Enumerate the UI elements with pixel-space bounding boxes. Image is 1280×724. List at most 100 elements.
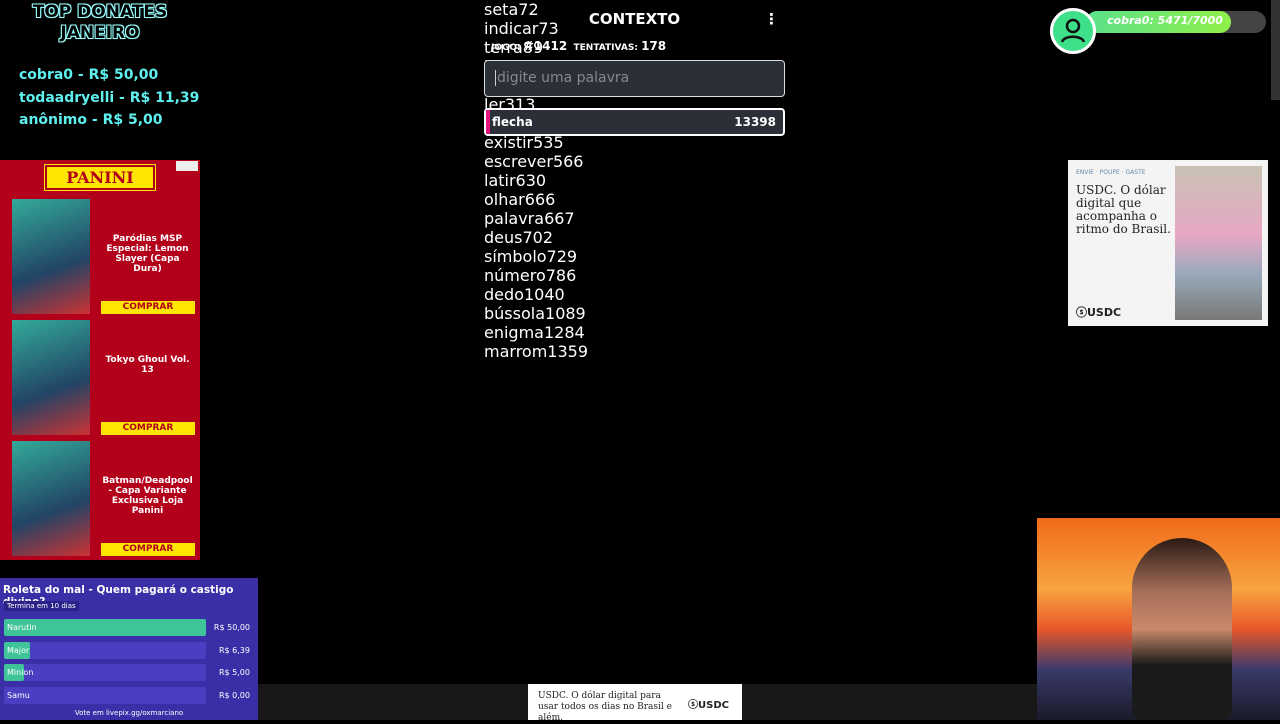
option-amount: R$ 50,00 — [213, 623, 250, 632]
word: bússola — [484, 304, 546, 323]
brand: PANINI — [44, 164, 156, 191]
ad-logo: ⓢUSDC — [1076, 306, 1122, 319]
webcam — [1037, 518, 1280, 720]
game-title: CONTEXTO — [588, 10, 681, 28]
rank: 1284 — [543, 323, 585, 342]
word: deus — [484, 228, 523, 247]
avatar — [1050, 8, 1096, 54]
attempts: 178 — [641, 39, 667, 53]
logo-text: USDC — [698, 700, 729, 711]
word: dedo — [484, 285, 524, 304]
guess-row: palavra667 — [484, 209, 785, 228]
title-line: JANEIRO — [60, 23, 140, 43]
guess-row: seta72 — [484, 0, 785, 19]
poll-track — [4, 664, 206, 681]
word: marrom — [484, 342, 548, 361]
poll-option: Major R$ 6,39 — [4, 641, 250, 659]
poll: Roleta do mal - Quem pagará o castigo di… — [0, 578, 258, 720]
guess-row: escrever566 — [484, 152, 785, 171]
guess-row: terra89 — [484, 38, 785, 57]
goal-text: cobra0: 5471/7000 — [1107, 14, 1223, 27]
word: olhar — [484, 190, 525, 209]
rank: 1040 — [523, 285, 565, 304]
rank: 786 — [545, 266, 577, 285]
guess-row: existir535 — [484, 133, 785, 152]
product-name: Batman/Deadpool - Capa Variante Exclusiv… — [102, 476, 193, 516]
rank: 73 — [538, 19, 559, 38]
product: Batman/Deadpool - Capa Variante Exclusiv… — [12, 441, 195, 556]
buy-button[interactable]: COMPRAR — [101, 422, 195, 435]
word: símbolo — [484, 247, 547, 266]
donate-entry: cobra0 - R$ 50,00 — [19, 67, 159, 83]
guess-row: marrom1359 — [484, 342, 785, 361]
donates-title: TOP DONATES JANEIRO — [0, 2, 200, 44]
guess-list: seta72indicar73terra89letra264placa278le… — [484, 0, 785, 361]
word: existir — [484, 133, 534, 152]
game-number: #1412 — [523, 39, 568, 53]
poll-footer: Vote em livepix.gg/oxmarciano — [74, 709, 184, 717]
bottom-ad[interactable]: USDC. O dólar digital para usar todos os… — [528, 684, 742, 723]
word: escrever — [484, 152, 553, 171]
option-amount: R$ 6,39 — [218, 645, 250, 655]
word: indicar — [484, 19, 539, 38]
rank: 666 — [524, 190, 556, 209]
streamer — [1132, 538, 1232, 720]
guess-row: enigma1284 — [484, 323, 785, 342]
ad-tag: ENVIE · POUPE · GASTE — [1076, 169, 1146, 176]
goal-fill — [1086, 11, 1231, 33]
donate-entry: anônimo - R$ 5,00 — [19, 112, 163, 128]
option-name: Major — [7, 645, 30, 655]
poll-track — [4, 686, 206, 704]
rank: 566 — [552, 152, 584, 171]
donate-entry: todaadryelli - R$ 11,39 — [19, 89, 200, 106]
rank: 72 — [518, 0, 539, 19]
rank: 1089 — [545, 304, 586, 323]
donates-list: cobra0 - R$ 50,00 todaadryelli - R$ 11,39… — [19, 64, 199, 132]
attempts-label: TENTATIVAS: — [573, 43, 638, 53]
product-image — [12, 199, 90, 314]
poll-ends: Termina em 10 dias — [4, 601, 79, 611]
usdc-ad[interactable]: ENVIE · POUPE · GASTE USDC. O dólar digi… — [1068, 160, 1268, 326]
ad-logo: ⓢUSDC — [688, 700, 729, 711]
word: enigma — [484, 323, 544, 342]
poll-option: Samu R$ 0,00 — [4, 686, 250, 704]
poll-bar — [4, 619, 206, 636]
ad-choices[interactable] — [176, 161, 198, 171]
product: Tokyo Ghoul Vol. 13 COMPRAR — [12, 320, 195, 435]
game-info: JOGO: #1412 TENTATIVAS: 178 — [491, 39, 666, 53]
placeholder: digite uma palavra — [495, 70, 630, 86]
guess-row: olhar666 — [484, 190, 785, 209]
ad-photo — [1175, 166, 1262, 320]
ad-text: USDC. O dólar digital para usar todos os… — [538, 691, 672, 723]
rank: 630 — [515, 171, 547, 190]
poll-track — [4, 641, 206, 659]
word-input[interactable]: digite uma palavra — [484, 60, 785, 97]
scrollbar[interactable] — [1271, 0, 1280, 100]
word: terra — [484, 38, 523, 57]
rank: 13398 — [734, 115, 776, 129]
rank: 535 — [533, 133, 564, 152]
last-guess-color — [486, 110, 490, 134]
word: latir — [484, 171, 516, 190]
poll-option: Minion R$ 5,00 — [4, 664, 250, 681]
word: número — [484, 266, 546, 285]
menu-button[interactable]: ⋮ — [764, 10, 779, 28]
buy-button[interactable]: COMPRAR — [101, 543, 195, 556]
product: Paródias MSP Especial: Lemon Slayer (Cap… — [12, 199, 195, 314]
panini-ad[interactable]: PANINI Paródias MSP Especial: Lemon Slay… — [0, 160, 200, 560]
ad-headline: USDC. O dólar digital que acompanha o ri… — [1076, 183, 1171, 236]
game: CONTEXTO ⋮ JOGO: #1412 TENTATIVAS: 178 d… — [484, 0, 785, 361]
guess-row: número786 — [484, 266, 785, 285]
poll-option: Narutin R$ 50,00 — [4, 619, 250, 636]
word: palavra — [484, 209, 545, 228]
logo-text: USDC — [1087, 306, 1122, 319]
product-image — [12, 320, 90, 435]
guess-row: latir630 — [484, 171, 785, 190]
word: seta — [484, 0, 519, 19]
rank: 89 — [522, 38, 544, 57]
buy-button[interactable]: COMPRAR — [101, 301, 195, 314]
guess-row: símbolo729 — [484, 247, 785, 266]
rank: 729 — [546, 247, 578, 266]
game-label: JOGO: — [491, 43, 521, 53]
product-name: Tokyo Ghoul Vol. 13 — [105, 355, 190, 375]
